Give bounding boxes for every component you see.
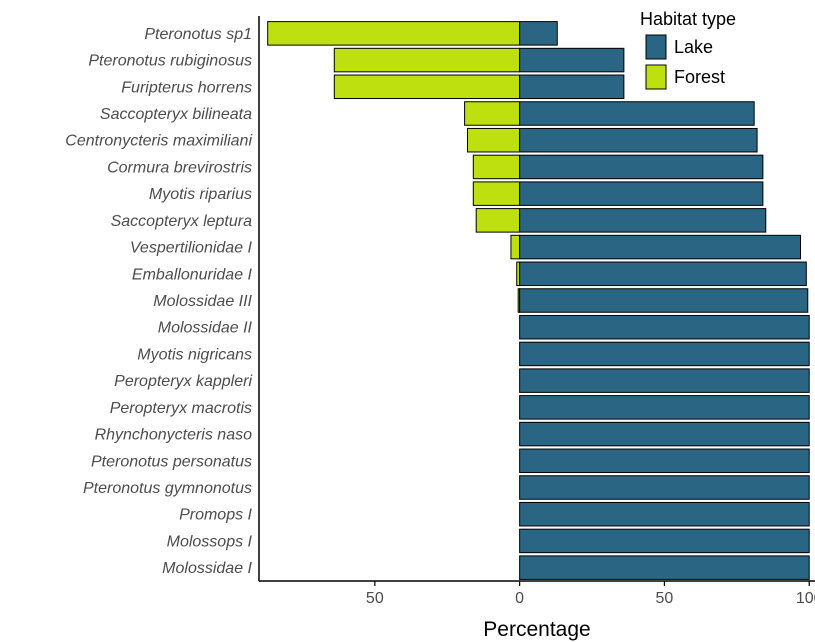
lake-bar <box>519 501 810 527</box>
species-label: Saccopteryx bilineata <box>100 106 252 123</box>
lake-bar <box>519 341 810 367</box>
lake-bar <box>519 47 625 73</box>
lake-bar <box>519 101 755 126</box>
legend-swatch-lake <box>645 34 667 60</box>
species-label: Emballonuridae I <box>132 266 253 283</box>
x-axis-ticks: 50 0 50 100 <box>366 581 815 607</box>
lake-bar <box>519 368 810 393</box>
lake-bar <box>519 127 758 153</box>
lake-bar <box>519 261 807 287</box>
species-label: Promops I <box>179 507 252 524</box>
lake-bar <box>519 395 810 420</box>
lake-bar <box>519 528 810 554</box>
species-label: Pteronotus personatus <box>91 453 252 470</box>
lake-bar <box>519 288 809 313</box>
legend-label-forest: Forest <box>674 67 725 87</box>
lake-bar <box>519 181 764 206</box>
species-label: Molossidae II <box>158 320 253 337</box>
lake-bar <box>519 421 810 447</box>
lake-bar <box>519 555 810 580</box>
legend-swatch-forest <box>645 64 667 90</box>
lake-bar <box>519 475 810 500</box>
species-label: Molossops I <box>167 533 253 550</box>
legend: Habitat type Lake Forest <box>640 9 736 90</box>
legend-label-lake: Lake <box>674 37 713 57</box>
forest-bar <box>472 154 521 180</box>
species-label: Rhynchonycteris naso <box>95 427 253 444</box>
forest-bar <box>510 234 521 260</box>
species-label: Vespertilionidae I <box>130 240 253 257</box>
forest-bars <box>267 21 521 313</box>
species-label: Pteronotus sp1 <box>144 26 252 43</box>
forest-bar <box>267 21 521 46</box>
x-tick-label: 50 <box>366 590 384 607</box>
forest-bar <box>464 101 521 126</box>
lake-bar <box>519 448 810 474</box>
lake-bar <box>519 154 764 180</box>
lake-bars <box>519 21 810 580</box>
lake-bar <box>519 21 558 46</box>
species-label: Furipterus horrens <box>121 79 252 96</box>
x-tick-label: 0 <box>515 590 524 607</box>
lake-bar <box>519 234 802 260</box>
lake-bar <box>519 74 625 100</box>
species-label: Peropteryx macrotis <box>110 400 252 417</box>
legend-title: Habitat type <box>640 9 736 29</box>
x-tick-label: 100 <box>796 590 815 607</box>
species-label: Centronycteris maximiliani <box>65 133 252 150</box>
species-label: Cormura brevirostris <box>107 159 252 176</box>
forest-bar <box>475 208 521 233</box>
forest-bar <box>333 47 521 73</box>
x-axis-title: Percentage <box>483 618 590 641</box>
forest-bar <box>467 127 521 153</box>
lake-bar <box>519 208 767 233</box>
species-labels: Pteronotus sp1 Pteronotus rubiginosus Furi… <box>65 26 252 577</box>
forest-bar <box>472 181 521 206</box>
legend-items: Lake Forest <box>645 34 725 90</box>
species-label: Myotis nigricans <box>137 346 252 363</box>
species-label: Pteronotus rubiginosus <box>88 53 252 70</box>
species-label: Myotis riparius <box>149 186 252 203</box>
lake-bar <box>519 314 810 340</box>
x-tick-label: 50 <box>656 590 674 607</box>
species-label: Molossidae III <box>153 293 252 310</box>
species-label: Peropteryx kappleri <box>114 373 252 390</box>
forest-bar <box>333 74 521 100</box>
species-label: Molossidae I <box>162 560 252 577</box>
species-label: Pteronotus gymnonotus <box>83 480 252 497</box>
species-label: Saccopteryx leptura <box>111 213 253 230</box>
